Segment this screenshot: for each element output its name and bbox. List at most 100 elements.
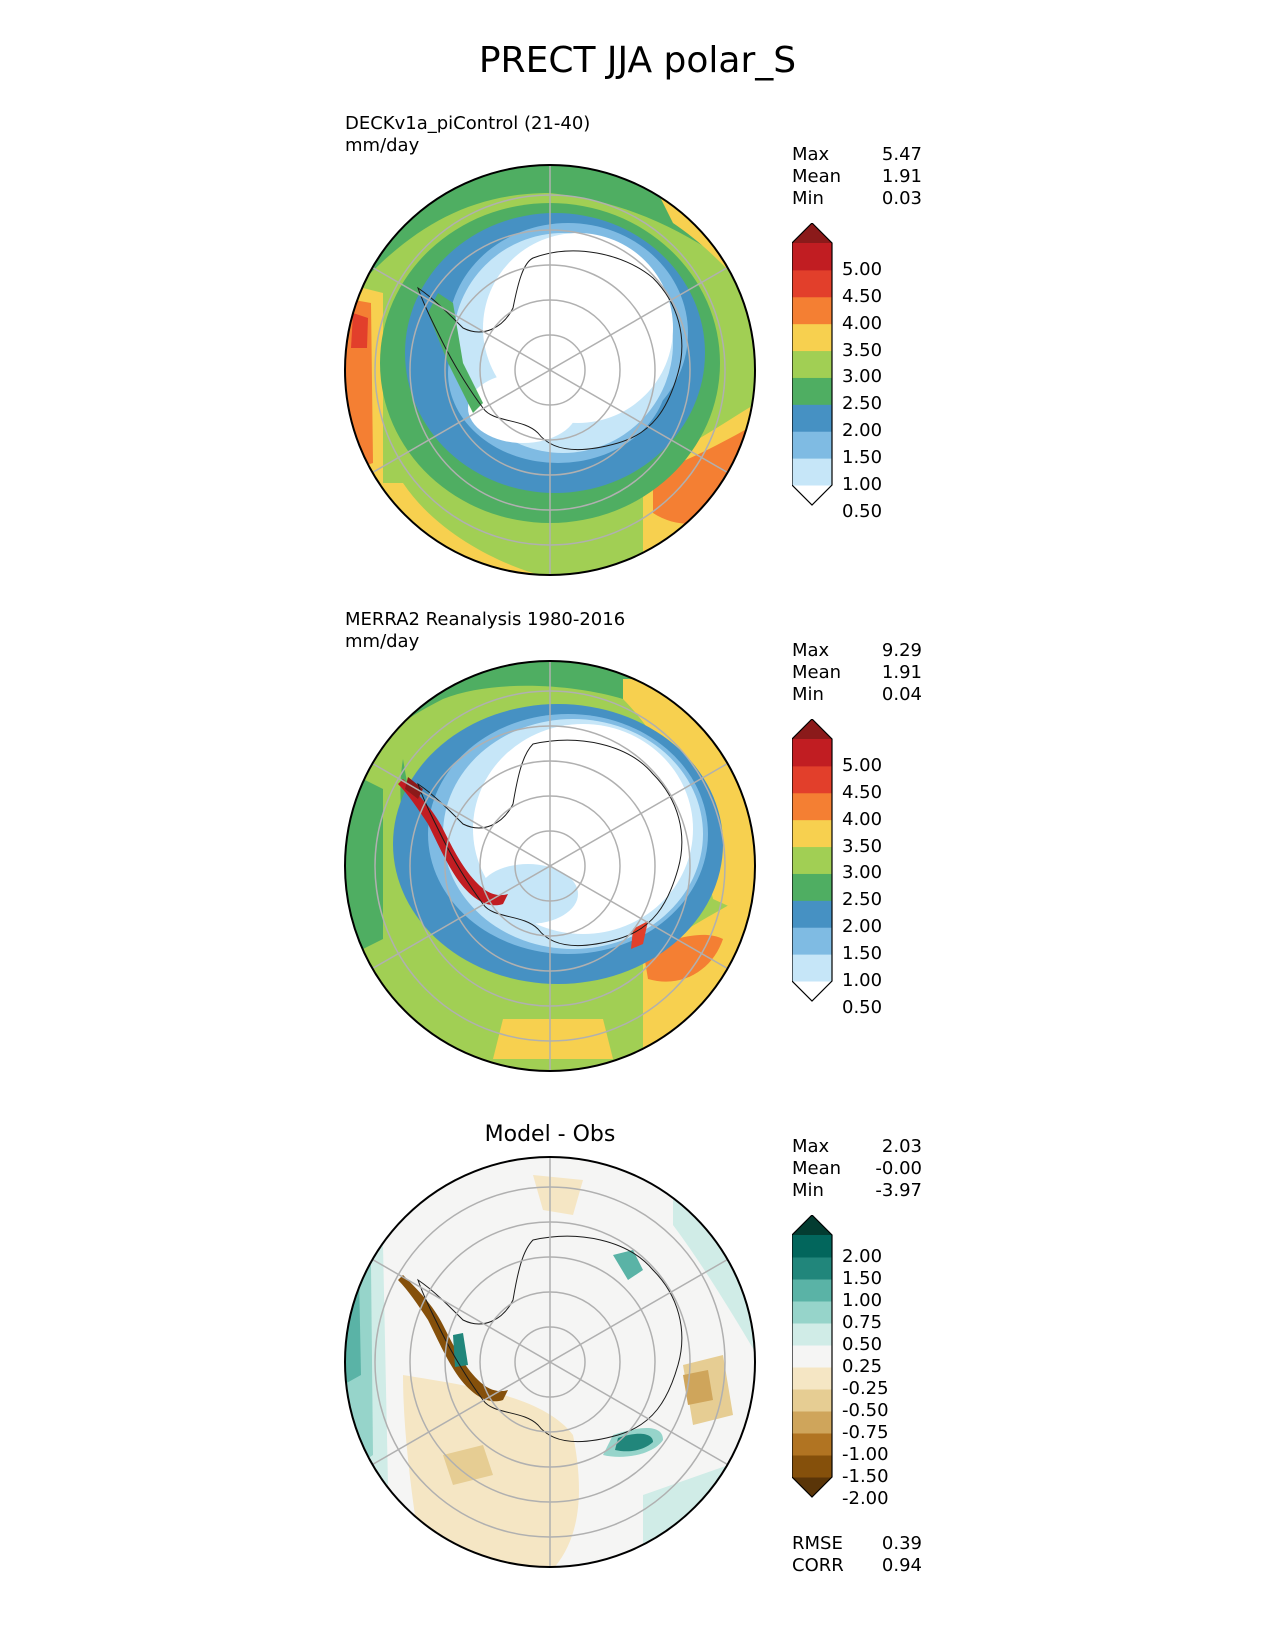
colorbar-tick-label: -0.50 xyxy=(842,1400,889,1421)
panel-3-stats: Max 2.03 Mean -0.00 Min -3.97 xyxy=(792,1136,922,1202)
panel-1-colorbar: 5.00 4.50 4.00 3.50 3.00 2.50 2.00 1.50 1.00 0.50 xyxy=(791,222,882,527)
colorbar-tick-label: 0.25 xyxy=(842,1356,883,1377)
panel-3-colorbar: 2.00 1.50 1.00 0.75 0.50 0.25 -0.25 -0.50 -0.75-… xyxy=(791,1214,889,1519)
panel-1-graticule xyxy=(372,165,728,575)
stat-value: 0.04 xyxy=(881,684,922,705)
colorbar-tick-label: -1.00 xyxy=(842,1444,889,1465)
panel-2-colorbar-swatches xyxy=(791,718,833,1002)
colorbar-tick-label: 3.50 xyxy=(842,339,883,361)
colorbar-swatch xyxy=(792,1433,832,1456)
stat-label: Max xyxy=(792,1136,830,1157)
colorbar-swatch xyxy=(792,765,832,794)
stat-value: 0.03 xyxy=(881,188,922,209)
colorbar-swatch xyxy=(792,1215,832,1235)
colorbar-tick-label: 4.50 xyxy=(842,285,883,307)
colorbar-swatch xyxy=(792,719,832,739)
colorbar-tick-label: 1.50 xyxy=(842,943,883,965)
figure-title: PRECT JJA polar_S xyxy=(478,40,797,81)
colorbar-swatch xyxy=(792,485,832,505)
colorbar-tick-label: 1.00 xyxy=(842,970,883,991)
colorbar-tick-label: 3.50 xyxy=(842,835,883,857)
colorbar-tick-label: 2.00 xyxy=(842,916,883,938)
colorbar-swatch xyxy=(792,350,832,378)
stat-label: Mean xyxy=(792,662,842,683)
colorbar-swatch xyxy=(792,377,832,405)
stat-label: Min xyxy=(792,1180,824,1201)
colorbar-tick-label: -1.50 xyxy=(842,1466,889,1487)
panel-1-title: DECKv1a_piControl (21-40) mm/day xyxy=(345,113,590,157)
panel-2-boundary xyxy=(344,660,756,1072)
colorbar-swatch xyxy=(792,819,832,848)
colorbar-tick-label: 1.00 xyxy=(842,474,883,495)
colorbar-tick-label: 0.50 xyxy=(842,1334,883,1355)
panel-3-colorbar-swatches xyxy=(791,1214,833,1498)
colorbar-tick-label: 4.00 xyxy=(842,312,883,334)
colorbar-tick-label: 0.50 xyxy=(842,996,883,1018)
panel-1-map xyxy=(344,164,756,576)
colorbar-tick-label: 1.50 xyxy=(842,447,883,469)
colorbar-swatch xyxy=(792,792,832,821)
stat-value: 5.47 xyxy=(881,144,922,165)
colorbar-tick-label: 2.00 xyxy=(842,1246,883,1267)
colorbar-swatch xyxy=(792,873,832,901)
colorbar-tick-label: 4.50 xyxy=(842,781,883,803)
colorbar-swatch xyxy=(792,900,832,928)
colorbar-tick-label: 1.00 xyxy=(842,1290,883,1311)
stat-value: 9.29 xyxy=(881,640,922,661)
metric-value: 0.94 xyxy=(881,1555,922,1576)
colorbar-swatch xyxy=(792,1345,832,1368)
colorbar-swatch xyxy=(792,404,832,432)
colorbar-swatch xyxy=(792,243,832,271)
panel-2-map xyxy=(344,660,756,1072)
colorbar-swatch xyxy=(792,1455,832,1478)
colorbar-swatch xyxy=(792,323,832,352)
panel-2-colorbar: 5.00 4.50 4.00 3.50 3.00 2.50 2.00 1.50 1.00 0.50 xyxy=(791,718,882,1023)
panel-1-name: DECKv1a_piControl (21-40) xyxy=(345,113,591,134)
stat-label: Max xyxy=(792,640,830,661)
colorbar-swatch xyxy=(792,1257,832,1280)
colorbar-swatch xyxy=(792,1323,832,1346)
colorbar-tick-label: 2.50 xyxy=(842,889,883,911)
colorbar-swatch xyxy=(792,739,832,767)
panel-1-boundary xyxy=(344,164,756,576)
colorbar-tick-label: 3.00 xyxy=(842,366,883,388)
panel-2-name: MERRA2 Reanalysis 1980-2016 xyxy=(345,609,626,630)
colorbar-tick-label: 3.00 xyxy=(842,862,883,884)
colorbar-swatch xyxy=(792,458,832,486)
stat-value: 2.03 xyxy=(881,1136,922,1157)
colorbar-swatch xyxy=(792,223,832,243)
panel-2-title: MERRA2 Reanalysis 1980-2016 mm/day xyxy=(345,609,625,653)
colorbar-swatch xyxy=(792,269,832,298)
colorbar-swatch xyxy=(792,954,832,982)
colorbar-swatch xyxy=(792,1367,832,1390)
panel-1-colorbar-swatches xyxy=(791,222,833,506)
metric-label: CORR xyxy=(792,1555,844,1576)
colorbar-tick-label: 5.00 xyxy=(842,754,883,776)
stat-value: -3.97 xyxy=(875,1180,922,1201)
panel-3-map xyxy=(344,1156,756,1568)
panel-3-graticule xyxy=(372,1157,728,1567)
stat-value: -0.00 xyxy=(875,1158,922,1179)
metric-value: 0.39 xyxy=(881,1533,922,1554)
colorbar-swatch xyxy=(792,1389,832,1412)
colorbar-swatch xyxy=(792,296,832,325)
colorbar-swatch xyxy=(792,1235,832,1258)
stat-label: Min xyxy=(792,684,824,705)
panel-3-boundary xyxy=(344,1156,756,1568)
stat-label: Mean xyxy=(792,166,842,187)
colorbar-swatch xyxy=(792,846,832,874)
colorbar-tick-label: 5.00 xyxy=(842,258,883,280)
stat-value: 1.91 xyxy=(881,662,922,683)
panel-2-graticule xyxy=(372,661,728,1071)
stat-value: 1.91 xyxy=(881,166,922,187)
panel-3-title: Model - Obs xyxy=(484,1122,616,1147)
stat-label: Mean xyxy=(792,1158,842,1179)
colorbar-tick-label: 0.75 xyxy=(842,1312,883,1333)
metric-label: RMSE xyxy=(792,1533,843,1554)
colorbar-swatch xyxy=(792,431,832,459)
colorbar-swatch xyxy=(792,1301,832,1324)
colorbar-swatch xyxy=(792,927,832,955)
colorbar-tick-label: 4.00 xyxy=(842,808,883,830)
panel-2-stats: Max 9.29 Mean 1.91 Min 0.04 xyxy=(792,640,922,706)
colorbar-tick-label: -0.25 xyxy=(842,1378,889,1399)
